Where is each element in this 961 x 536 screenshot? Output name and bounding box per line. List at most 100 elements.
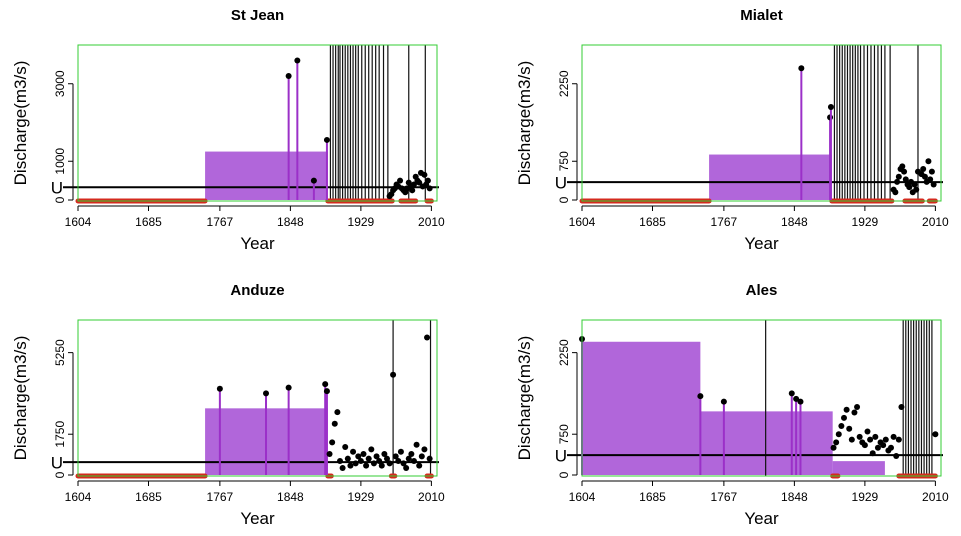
x-tick-label: 1929 [852, 215, 879, 229]
point [413, 441, 420, 448]
point [352, 460, 359, 467]
point [833, 439, 840, 446]
historical-point [797, 398, 804, 405]
panel-title: Ales [746, 282, 778, 299]
point [368, 446, 375, 453]
point [880, 442, 887, 449]
historical-point [323, 136, 330, 143]
point [840, 414, 847, 421]
y-tick-label: 750 [557, 151, 571, 171]
y-tick-label: 0 [53, 471, 67, 478]
x-tick-label: 1767 [711, 215, 738, 229]
threshold-label: U [555, 447, 567, 466]
plot-frame [77, 319, 438, 477]
point [334, 409, 341, 416]
point [403, 465, 410, 472]
point [408, 451, 415, 458]
point [365, 455, 372, 462]
historical-point [310, 177, 317, 184]
point [854, 404, 861, 411]
historical-point [827, 104, 834, 110]
x-tick-label: 1685 [135, 490, 162, 504]
plot-frame [581, 319, 942, 477]
y-tick-label: 0 [53, 196, 67, 203]
point [350, 448, 357, 455]
point [409, 187, 416, 194]
threshold-label: U [555, 174, 567, 193]
point [902, 176, 909, 183]
point [397, 177, 404, 184]
historical-point [216, 385, 223, 392]
x-tick-label: 2010 [922, 215, 949, 229]
point [339, 465, 346, 472]
point [861, 442, 868, 449]
point [882, 436, 889, 443]
point [421, 446, 428, 453]
point [895, 173, 902, 180]
point [370, 460, 377, 467]
y-tick-label: 0 [557, 196, 571, 203]
point [329, 439, 336, 446]
point [381, 451, 388, 458]
point [932, 431, 939, 438]
y-axis-label: Discharge(m3/s) [515, 336, 534, 461]
historical-point [294, 57, 301, 64]
point [410, 181, 417, 188]
panel-title: St Jean [231, 7, 284, 24]
point [410, 458, 417, 465]
point [848, 436, 855, 443]
point [835, 431, 842, 438]
point [418, 453, 425, 460]
block [700, 411, 833, 475]
point [867, 436, 874, 443]
x-tick-label: 1767 [207, 490, 234, 504]
x-tick-label: 1848 [781, 215, 808, 229]
y-tick-label: 1000 [53, 148, 67, 175]
x-axis-label: Year [744, 509, 779, 528]
panel-title: Mialet [740, 7, 783, 24]
x-tick-label: 1848 [781, 490, 808, 504]
point [930, 181, 937, 188]
point [874, 444, 881, 451]
block [582, 341, 701, 475]
point [357, 458, 364, 465]
point [895, 436, 902, 443]
block [832, 461, 885, 475]
point [416, 462, 423, 469]
historical-point [323, 388, 330, 395]
historical-point [793, 395, 800, 402]
point [416, 179, 423, 186]
point [906, 184, 913, 191]
point [920, 166, 927, 172]
point [397, 448, 404, 455]
x-tick-label: 1929 [348, 215, 375, 229]
point [901, 168, 908, 175]
point [395, 458, 402, 465]
point [386, 460, 393, 467]
x-tick-label: 1767 [207, 215, 234, 229]
point [426, 185, 433, 192]
point [911, 181, 918, 188]
x-tick-label: 1685 [135, 215, 162, 229]
point [424, 177, 431, 184]
point [851, 409, 858, 416]
point [336, 458, 343, 465]
block [709, 154, 832, 200]
point [856, 433, 863, 440]
point [347, 462, 354, 469]
x-tick-label: 1848 [277, 215, 304, 229]
point [846, 425, 853, 432]
y-tick-label: 3000 [53, 70, 67, 97]
y-axis-label: Discharge(m3/s) [11, 336, 30, 461]
x-axis-label: Year [240, 234, 275, 253]
point [864, 428, 871, 435]
point [390, 371, 397, 378]
threshold-label: U [51, 454, 63, 473]
point [894, 178, 901, 185]
block [205, 151, 328, 200]
x-tick-label: 1767 [711, 490, 738, 504]
historical-point [798, 65, 805, 72]
historical-point [285, 384, 292, 391]
x-axis-label: Year [744, 234, 779, 253]
